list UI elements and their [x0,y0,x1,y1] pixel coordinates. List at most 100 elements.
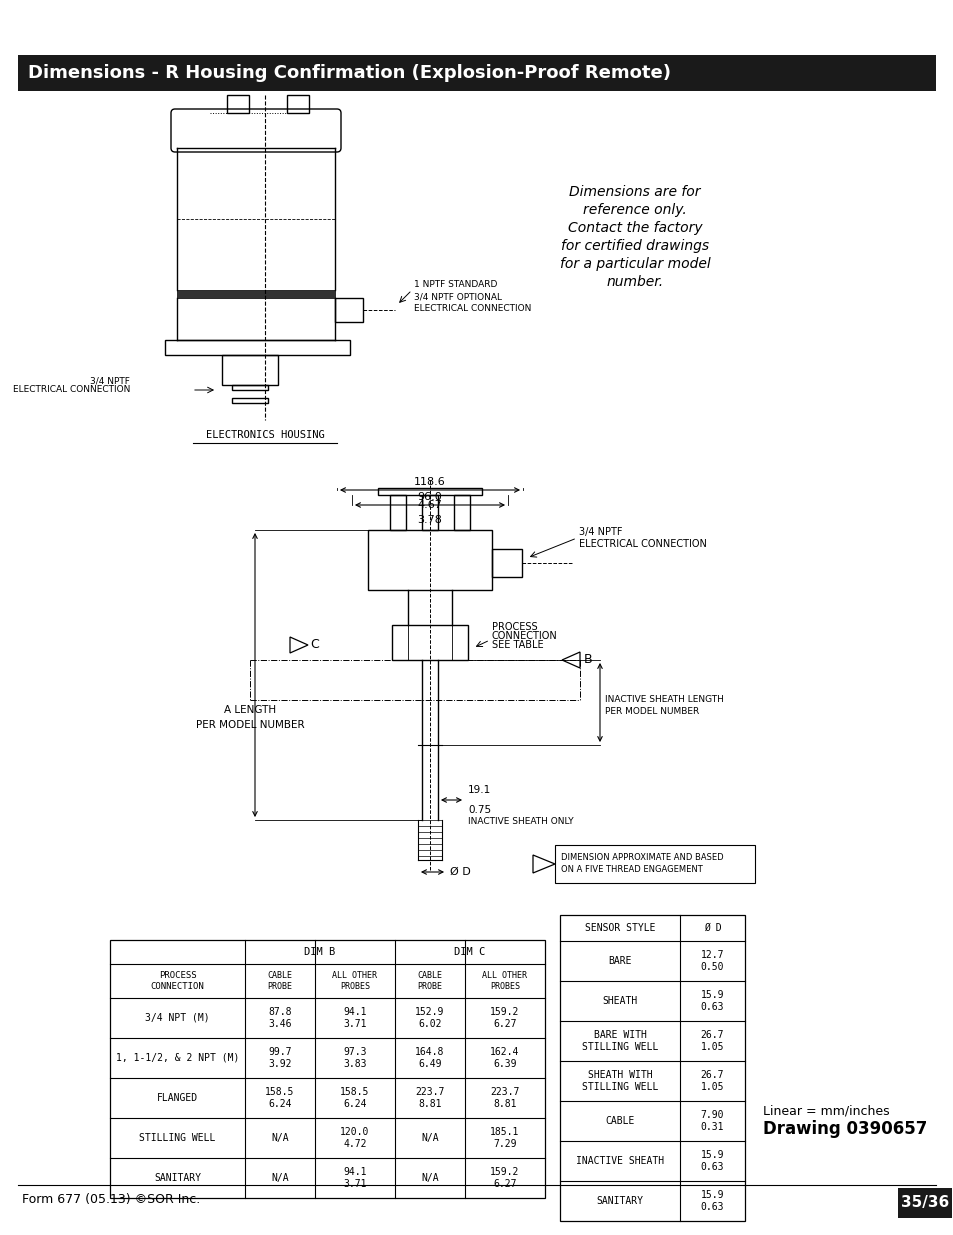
Text: 159.2
6.27: 159.2 6.27 [490,1008,519,1029]
Text: 3/4 NPT (M): 3/4 NPT (M) [145,1013,210,1023]
Bar [165,340,350,354]
Bar [392,625,468,659]
Text: CABLE
PROBE: CABLE PROBE [417,971,442,990]
Text: for certified drawings: for certified drawings [560,240,708,253]
Bar [454,495,470,530]
Text: SHEATH: SHEATH [601,995,637,1007]
Text: SEE TABLE: SEE TABLE [492,640,543,650]
Text: PER MODEL NUMBER: PER MODEL NUMBER [604,708,699,716]
Text: N/A: N/A [420,1173,438,1183]
Text: PROCESS: PROCESS [492,622,537,632]
Text: ALL OTHER
PROBES: ALL OTHER PROBES [482,971,527,990]
Text: Dimensions - R Housing Confirmation (Explosion-Proof Remote): Dimensions - R Housing Confirmation (Exp… [28,64,670,82]
Text: ON A FIVE THREAD ENGAGEMENT: ON A FIVE THREAD ENGAGEMENT [560,864,702,874]
Text: 164.8
6.49: 164.8 6.49 [415,1047,444,1068]
Bar [492,550,521,577]
Text: SANITARY: SANITARY [153,1173,201,1183]
Text: Drawing 0390657: Drawing 0390657 [762,1120,926,1137]
Text: 158.5
6.24: 158.5 6.24 [340,1087,370,1109]
Text: C: C [310,638,318,652]
Text: 35/36: 35/36 [900,1195,948,1210]
Bar [555,845,754,883]
Text: SHEATH WITH
STILLING WELL: SHEATH WITH STILLING WELL [581,1071,658,1092]
Text: 120.0
4.72: 120.0 4.72 [340,1128,370,1149]
Text: 4.67: 4.67 [417,500,442,510]
Text: 158.5
6.24: 158.5 6.24 [265,1087,294,1109]
Text: 15.9
0.63: 15.9 0.63 [700,990,723,1011]
Bar [287,95,309,112]
Text: 1 NPTF STANDARD: 1 NPTF STANDARD [414,280,497,289]
Text: 26.7
1.05: 26.7 1.05 [700,1071,723,1092]
Text: DIM C: DIM C [454,947,485,957]
Text: INACTIVE SHEATH ONLY: INACTIVE SHEATH ONLY [468,818,573,826]
Text: 12.7
0.50: 12.7 0.50 [700,950,723,972]
Bar [335,298,363,322]
Bar [177,290,335,298]
Text: 3/4 NPTF OPTIONAL: 3/4 NPTF OPTIONAL [414,291,501,301]
Text: 15.9
0.63: 15.9 0.63 [700,1191,723,1212]
Bar [377,488,481,495]
Text: 159.2
6.27: 159.2 6.27 [490,1167,519,1189]
Bar [222,354,277,385]
Text: CABLE: CABLE [604,1116,634,1126]
Text: B: B [583,653,592,667]
Text: A LENGTH: A LENGTH [224,705,275,715]
Text: 3.78: 3.78 [417,515,442,525]
Text: FLANGED: FLANGED [157,1093,198,1103]
Text: N/A: N/A [420,1132,438,1144]
Bar [232,398,268,403]
Text: BARE WITH
STILLING WELL: BARE WITH STILLING WELL [581,1030,658,1052]
Text: SANITARY: SANITARY [596,1195,643,1207]
Text: BARE: BARE [608,956,631,966]
Bar [559,915,744,1221]
Text: INACTIVE SHEATH LENGTH: INACTIVE SHEATH LENGTH [604,695,723,704]
Bar [227,95,249,112]
Text: PER MODEL NUMBER: PER MODEL NUMBER [195,720,304,730]
Text: 87.8
3.46: 87.8 3.46 [268,1008,292,1029]
Text: number.: number. [606,275,663,289]
Text: 152.9
6.02: 152.9 6.02 [415,1008,444,1029]
Text: ELECTRONICS HOUSING: ELECTRONICS HOUSING [206,430,324,440]
Text: Linear = mm/inches: Linear = mm/inches [762,1105,889,1118]
Text: 223.7
8.81: 223.7 8.81 [415,1087,444,1109]
Bar [390,495,406,530]
Text: 0.75: 0.75 [468,805,491,815]
Text: 118.6: 118.6 [414,477,445,487]
Text: 99.7
3.92: 99.7 3.92 [268,1047,292,1068]
Text: 97.3
3.83: 97.3 3.83 [343,1047,366,1068]
Text: ELECTRICAL CONNECTION: ELECTRICAL CONNECTION [578,538,706,550]
Text: reference only.: reference only. [582,203,686,217]
Bar [18,56,935,91]
Text: 3/4 NPTF: 3/4 NPTF [578,527,622,537]
Bar [368,530,492,590]
Text: 15.9
0.63: 15.9 0.63 [700,1150,723,1172]
Text: Ø D: Ø D [703,923,720,932]
Text: DIMENSION APPROXIMATE AND BASED: DIMENSION APPROXIMATE AND BASED [560,853,723,862]
Text: 94.1
3.71: 94.1 3.71 [343,1008,366,1029]
Text: Form 677 (05.13) ©SOR Inc.: Form 677 (05.13) ©SOR Inc. [22,1193,200,1207]
Text: 223.7
8.81: 223.7 8.81 [490,1087,519,1109]
Text: ALL OTHER
PROBES: ALL OTHER PROBES [333,971,377,990]
Bar [110,940,544,1198]
Text: 185.1
7.29: 185.1 7.29 [490,1128,519,1149]
Text: 26.7
1.05: 26.7 1.05 [700,1030,723,1052]
Bar [897,1188,951,1218]
Text: DIM B: DIM B [304,947,335,957]
Text: 3/4 NPTF: 3/4 NPTF [90,377,130,387]
Text: ELECTRICAL CONNECTION: ELECTRICAL CONNECTION [414,304,531,312]
Text: ELECTRICAL CONNECTION: ELECTRICAL CONNECTION [12,385,130,394]
Text: INACTIVE SHEATH: INACTIVE SHEATH [576,1156,663,1166]
Text: 94.1
3.71: 94.1 3.71 [343,1167,366,1189]
Text: Dimensions are for: Dimensions are for [569,185,700,199]
Text: 96.0: 96.0 [417,492,442,501]
Text: Ø D: Ø D [450,867,470,877]
Text: PROCESS
CONNECTION: PROCESS CONNECTION [151,971,204,990]
Text: Contact the factory: Contact the factory [567,221,701,235]
Bar [232,385,268,390]
Text: SENSOR STYLE: SENSOR STYLE [584,923,655,932]
Text: 1, 1-1/2, & 2 NPT (M): 1, 1-1/2, & 2 NPT (M) [115,1053,239,1063]
Text: 7.90
0.31: 7.90 0.31 [700,1110,723,1131]
Text: N/A: N/A [271,1173,289,1183]
Text: CONNECTION: CONNECTION [492,631,558,641]
Text: 162.4
6.39: 162.4 6.39 [490,1047,519,1068]
